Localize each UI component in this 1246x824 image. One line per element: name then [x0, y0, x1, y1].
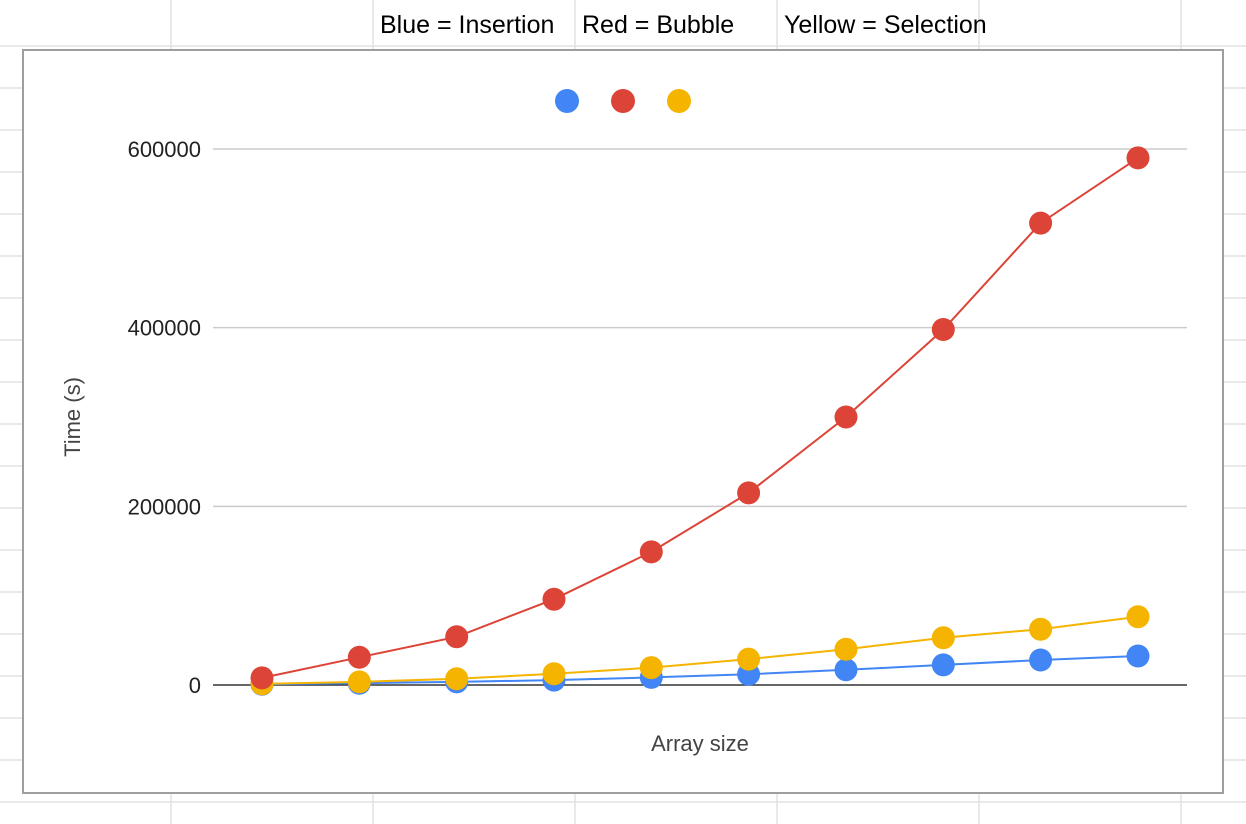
data-point: [834, 658, 858, 682]
data-point: [1126, 644, 1150, 668]
series-line: [261, 655, 1139, 686]
legend-marker: [555, 89, 579, 113]
data-point: [737, 647, 761, 671]
series: [250, 146, 1150, 690]
y-tick-label: 600000: [128, 137, 201, 162]
data-point: [834, 637, 858, 661]
chart-legend: [555, 89, 691, 113]
chart-gridlines: [213, 148, 1187, 508]
data-point: [347, 670, 371, 694]
series-line: [261, 615, 1139, 685]
data-point: [1126, 605, 1150, 629]
legend-marker: [667, 89, 691, 113]
data-point: [931, 318, 955, 341]
data-point: [1029, 648, 1053, 672]
data-point: [834, 405, 858, 429]
data-point: [347, 645, 371, 669]
y-tick-label: 0: [189, 673, 201, 698]
data-point: [1029, 617, 1053, 641]
data-point: [1126, 146, 1150, 170]
header-cell-bubble[interactable]: Red = Bubble: [582, 11, 735, 39]
data-point: [250, 666, 274, 690]
data-point: [931, 626, 955, 650]
x-axis-title: Array size: [651, 731, 749, 756]
data-point: [639, 540, 663, 564]
legend-marker: [611, 89, 635, 113]
data-point: [445, 667, 469, 691]
y-tick-label: 200000: [128, 494, 201, 519]
data-point: [1029, 211, 1053, 235]
series: [250, 605, 1150, 696]
data-point: [542, 662, 566, 686]
header-cell-selection[interactable]: Yellow = Selection: [784, 11, 987, 39]
data-point: [931, 653, 955, 677]
header-cell-insertion[interactable]: Blue = Insertion: [380, 11, 555, 39]
data-point: [445, 625, 469, 649]
data-point: [737, 481, 761, 505]
y-axis-ticks: 0 200000 400000 600000: [128, 137, 201, 698]
series-line: [261, 157, 1139, 679]
chart-series: [250, 146, 1150, 696]
y-tick-label: 400000: [128, 316, 201, 341]
data-point: [639, 656, 663, 680]
y-axis-title: Time (s): [60, 377, 85, 457]
data-point: [542, 587, 566, 611]
